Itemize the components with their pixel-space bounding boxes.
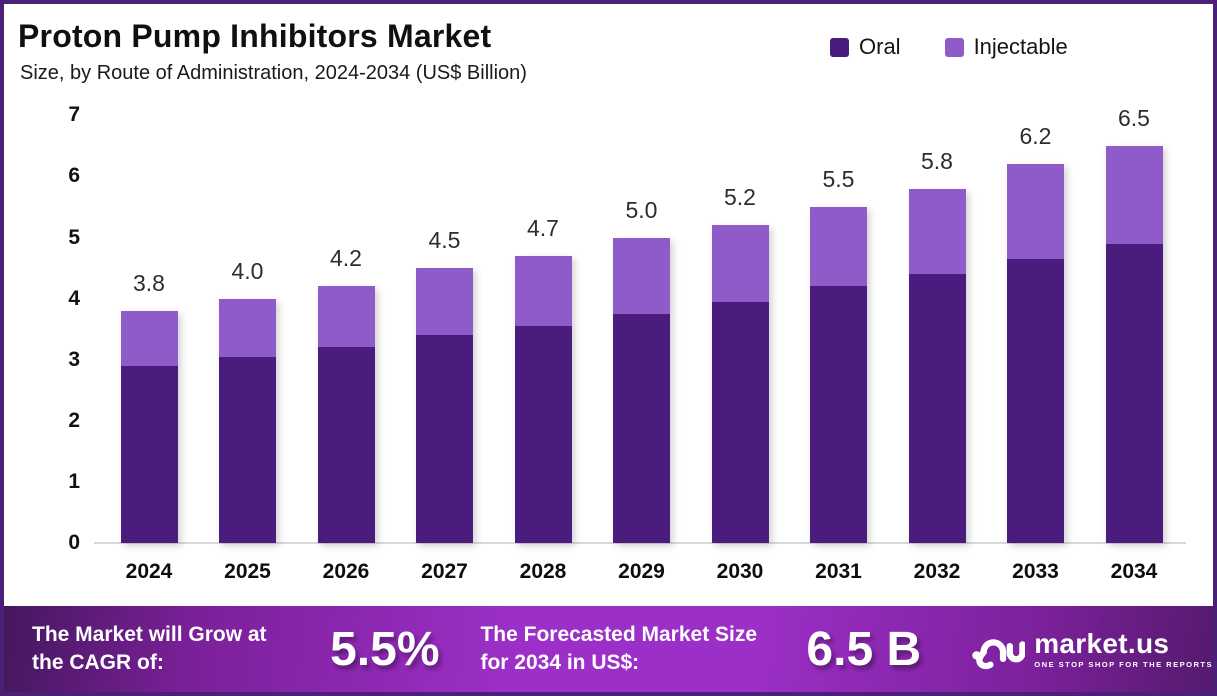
x-axis-tick-2031: 2031 <box>815 560 862 583</box>
bar-2029 <box>613 237 670 543</box>
x-axis-tick-2033: 2033 <box>1012 560 1059 583</box>
bar-2029-injectable-segment <box>613 237 670 314</box>
bar-2030-injectable-segment <box>711 225 769 302</box>
bar-total-label-2028: 4.7 <box>527 214 559 241</box>
bar-2033 <box>1007 164 1064 543</box>
logo-name: market.us <box>1034 628 1170 659</box>
bar-total-label-2033: 6.2 <box>1019 123 1052 150</box>
market-us-logo: market.us ONE STOP SHOP FOR THE REPORTS <box>971 624 1213 675</box>
bar-2030 <box>711 225 769 543</box>
bar-2033-oral-segment <box>1007 258 1064 543</box>
bar-2026-injectable-segment <box>317 286 375 348</box>
bar-2028 <box>514 255 572 543</box>
bar-2028-oral-segment <box>514 326 572 543</box>
bar-2026 <box>317 286 375 543</box>
bar-total-label-2024: 3.8 <box>133 269 165 296</box>
x-axis-tick-2024: 2024 <box>125 560 173 583</box>
y-axis-tick-3: 3 <box>68 347 80 371</box>
x-axis-baseline <box>94 542 1186 544</box>
cagr-label: The Market will Grow at the CAGR of: <box>32 623 267 674</box>
bar-2031 <box>810 206 867 543</box>
legend-label: Oral <box>859 34 901 59</box>
bar-2028-injectable-segment <box>514 255 572 327</box>
bar-2024 <box>120 310 178 543</box>
bar-2030-oral-segment <box>711 301 769 543</box>
forecast-value: 6.5 B <box>806 622 922 676</box>
plot-area: 0 1 2 3 4 5 6 7 3.8 2024 4.0 2025 4.2 2026 4.5 2027 4.7 2… <box>4 4 1213 604</box>
x-axis-tick-2032: 2032 <box>913 560 961 583</box>
legend-swatch-oral <box>830 37 849 57</box>
bar-2034-injectable-segment <box>1105 145 1163 244</box>
y-axis-tick-7: 7 <box>68 103 80 127</box>
bar-2031-injectable-segment <box>810 206 867 287</box>
x-axis-tick-2025: 2025 <box>224 560 271 583</box>
bar-2024-injectable-segment <box>120 310 178 366</box>
bar-total-label-2031: 5.5 <box>822 165 855 192</box>
y-axis-tick-1: 1 <box>68 469 80 493</box>
bar-2027-injectable-segment <box>416 268 473 336</box>
bar-total-label-2027: 4.5 <box>428 227 461 254</box>
bar-total-label-2029: 5.0 <box>625 196 658 223</box>
bar-2032-oral-segment <box>908 274 966 543</box>
bar-2024-oral-segment <box>120 365 178 543</box>
y-axis-tick-5: 5 <box>68 225 80 249</box>
bar-total-label-2026: 4.2 <box>330 245 362 272</box>
bar-total-label-2030: 5.2 <box>724 184 756 211</box>
y-axis-tick-6: 6 <box>68 164 80 188</box>
bar-2025-injectable-segment <box>219 298 276 357</box>
bottom-banner: The Market will Grow at the CAGR of: 5.5… <box>4 606 1213 692</box>
bar-2031-oral-segment <box>810 286 867 543</box>
bar-2027 <box>416 268 473 543</box>
x-axis-tick-2026: 2026 <box>322 560 370 583</box>
x-axis-tick-2028: 2028 <box>519 560 567 583</box>
bar-2029-oral-segment <box>613 313 670 543</box>
bar-2025-oral-segment <box>219 356 276 543</box>
y-axis-tick-4: 4 <box>68 286 80 310</box>
y-axis-tick-2: 2 <box>68 408 80 432</box>
bar-2025 <box>219 298 276 543</box>
legend-label: Injectable <box>973 34 1068 59</box>
bar-2026-oral-segment <box>317 347 375 543</box>
bar-total-label-2025: 4.0 <box>231 257 264 284</box>
x-axis-tick-2027: 2027 <box>421 560 468 583</box>
bar-2032 <box>908 188 966 543</box>
page-title: Proton Pump Inhibitors Market <box>18 18 492 54</box>
legend-entry-injectable: Injectable <box>944 34 1068 60</box>
bar-2033-injectable-segment <box>1007 164 1064 259</box>
forecast-label: The Forecasted Market Size for 2034 in U… <box>480 623 758 674</box>
bar-2032-injectable-segment <box>908 188 966 275</box>
bar-total-label-2032: 5.8 <box>921 147 953 174</box>
page-subtitle: Size, by Route of Administration, 2024-2… <box>20 62 527 84</box>
x-axis-tick-2030: 2030 <box>716 560 764 583</box>
legend-entry-oral: Oral <box>830 34 901 60</box>
bar-2027-oral-segment <box>416 335 473 543</box>
legend: Oral Injectable <box>830 34 1068 60</box>
market-us-logo-icon <box>971 624 1026 675</box>
logo-tagline: ONE STOP SHOP FOR THE REPORTS <box>1034 660 1213 669</box>
x-axis-tick-2034: 2034 <box>1110 560 1158 583</box>
cagr-value: 5.5% <box>330 622 440 676</box>
y-axis-tick-0: 0 <box>68 531 80 554</box>
legend-swatch-injectable <box>944 37 964 57</box>
bar-2034 <box>1105 145 1163 543</box>
bar-2034-oral-segment <box>1105 243 1163 543</box>
bar-total-label-2034: 6.5 <box>1118 104 1150 131</box>
x-axis-tick-2029: 2029 <box>618 560 665 583</box>
